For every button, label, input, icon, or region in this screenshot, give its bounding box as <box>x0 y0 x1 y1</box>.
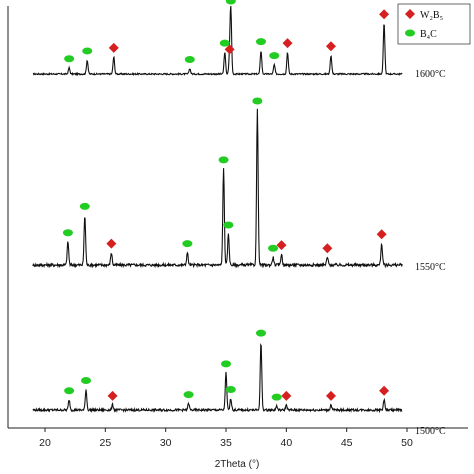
b4c-peak-marker <box>82 47 93 55</box>
w2b5-peak-marker <box>379 9 390 20</box>
legend-w2b5-marker <box>405 9 415 19</box>
w2b5-peak-marker <box>224 44 235 55</box>
b4c-peak-marker <box>219 39 230 47</box>
w2b5-peak-marker <box>325 390 336 401</box>
b4c-peak-marker <box>184 56 195 64</box>
x-tick-label: 50 <box>401 437 413 449</box>
b4c-peak-marker <box>64 55 75 63</box>
w2b5-peak-marker <box>276 240 287 251</box>
b4c-peak-marker <box>255 38 266 46</box>
x-tick-label: 35 <box>220 437 232 449</box>
legend-b4c-label: B₄C <box>420 29 437 40</box>
b4c-peak-marker <box>269 52 280 60</box>
w2b5-peak-marker <box>325 41 336 52</box>
x-tick-label: 20 <box>39 437 51 449</box>
series-layer: 1600°C 1550°C 1500°C <box>32 5 446 437</box>
w2b5-peak-marker <box>379 385 390 396</box>
legend-b4c-marker <box>405 29 415 37</box>
series-label: 1600°C <box>415 69 446 80</box>
series-line <box>32 108 403 269</box>
b4c-peak-marker <box>225 385 236 393</box>
w2b5-peak-marker <box>106 238 117 249</box>
b4c-peak-marker <box>79 202 90 210</box>
b4c-peak-marker <box>225 0 236 5</box>
x-tick-label: 40 <box>280 437 292 449</box>
b4c-peak-marker <box>221 360 231 368</box>
legend-w2b5-label: W₂B₅ <box>420 10 443 21</box>
x-tick-label: 30 <box>160 437 172 449</box>
series-line <box>32 342 403 414</box>
w2b5-peak-marker <box>281 390 292 401</box>
b4c-peak-marker <box>218 156 229 164</box>
x-ticks: 20 25 30 35 40 45 50 <box>39 428 413 449</box>
b4c-peak-marker <box>268 244 279 252</box>
w2b5-peak-marker <box>107 390 118 401</box>
series-label: 1550°C <box>415 262 446 273</box>
x-axis-label: 2Theta (°) <box>215 459 260 470</box>
b4c-peak-marker <box>252 97 263 105</box>
w2b5-peak-marker <box>108 42 119 53</box>
w2b5-peak-marker <box>376 229 387 240</box>
w2b5-peak-marker <box>322 243 333 254</box>
w2b5-peak-marker <box>282 38 293 49</box>
b4c-peak-marker <box>183 391 194 399</box>
markers-layer <box>62 0 390 401</box>
legend: W₂B₅ B₄C <box>397 3 471 45</box>
series-line <box>32 5 403 77</box>
b4c-peak-marker <box>223 221 234 229</box>
b4c-peak-marker <box>62 229 73 237</box>
b4c-peak-marker <box>271 393 282 401</box>
x-tick-label: 25 <box>99 437 111 449</box>
plot-frame <box>7 6 468 429</box>
series-label: 1500°C <box>415 426 446 437</box>
b4c-peak-marker <box>64 387 75 395</box>
b4c-peak-marker <box>182 240 193 248</box>
b4c-peak-marker <box>255 329 266 337</box>
x-tick-label: 45 <box>341 437 353 449</box>
b4c-peak-marker <box>81 377 92 385</box>
